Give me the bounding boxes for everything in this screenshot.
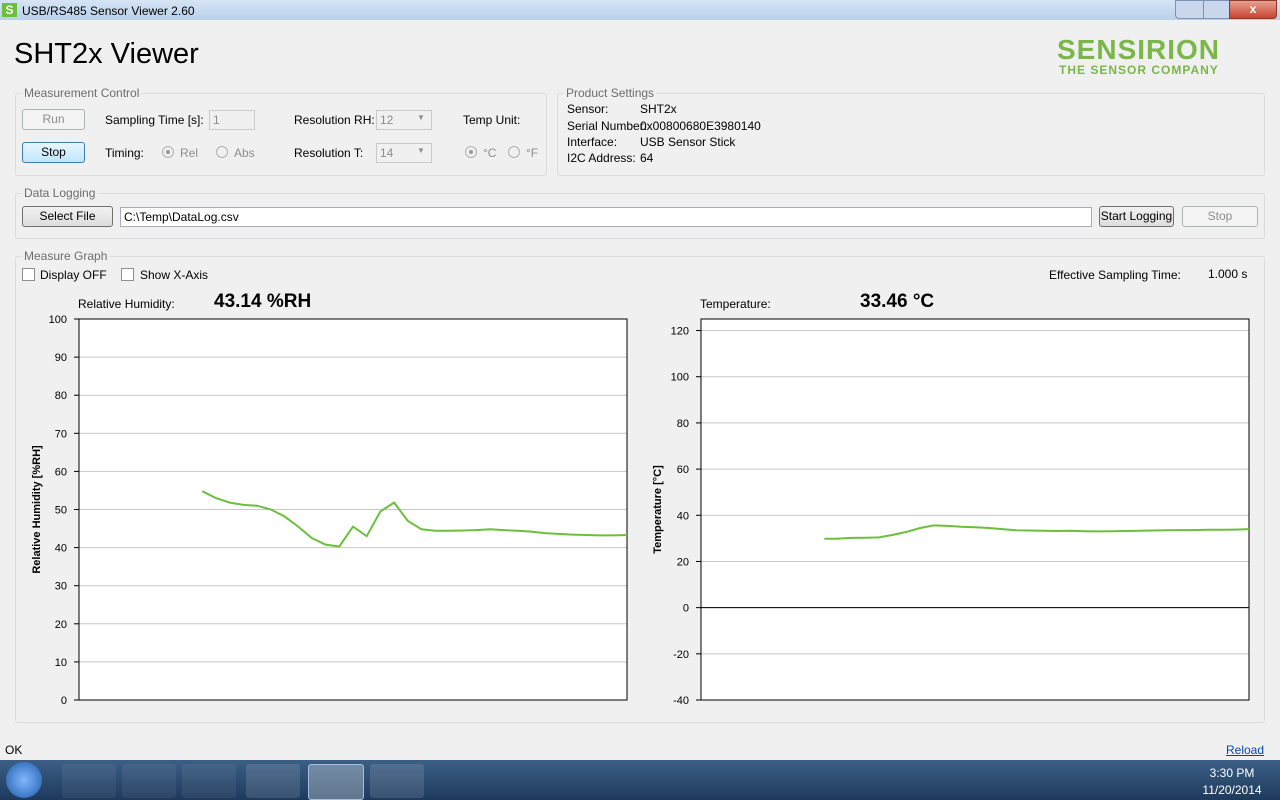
taskbar-app[interactable]: [122, 764, 176, 798]
y-tick-label: 40: [677, 510, 689, 522]
group-label: Product Settings: [564, 86, 657, 100]
y-tick-label: 20: [55, 619, 67, 631]
taskbar-app[interactable]: [182, 764, 236, 798]
taskbar-app[interactable]: [62, 764, 116, 798]
sampling-time-input[interactable]: 1: [209, 110, 255, 130]
resolution-t-label: Resolution T:: [294, 146, 364, 160]
radio-label: Abs: [234, 146, 255, 160]
radio-label: °F: [526, 146, 539, 160]
y-tick-label: 70: [55, 428, 67, 440]
app-heading: SHT2x Viewer: [14, 38, 199, 70]
readout-label: Temperature:: [700, 297, 771, 311]
plot-border: [700, 318, 1250, 701]
status-text: OK: [5, 743, 23, 757]
readout-value: 43.14 %RH: [214, 291, 312, 312]
y-tick-label: -20: [673, 649, 689, 661]
path-input[interactable]: C:\Temp\DataLog.csv: [120, 207, 1092, 227]
sampling-time-label: Sampling Time [s]:: [105, 113, 204, 127]
y-axis-label: Temperature [°C]: [652, 465, 664, 554]
product-group: [557, 93, 1265, 176]
resolution-rh-label: Resolution RH:: [294, 113, 375, 127]
title-bar: [0, 0, 1280, 20]
radio[interactable]: [508, 146, 520, 158]
setting-value: SHT2x: [640, 102, 677, 116]
combo-arrow: ▼: [417, 146, 425, 155]
taskbar: [0, 760, 1280, 800]
window-title: USB/RS485 Sensor Viewer 2.60: [22, 4, 195, 18]
radio-label: Rel: [180, 146, 199, 160]
y-tick-label: 80: [55, 390, 67, 402]
readout-value: 33.46 °C: [860, 291, 935, 312]
y-tick-label: 0: [61, 695, 67, 707]
sampling-label: Effective Sampling Time:: [1049, 268, 1181, 282]
charts: 0 10 20 30 40 50 60 70 80 90 100 Relative Humidity …: [31, 314, 1250, 707]
data-line: [201, 490, 628, 548]
stop-button[interactable]: Stop: [22, 142, 85, 163]
close-button[interactable]: x: [1229, 0, 1277, 19]
taskbar-app[interactable]: [308, 764, 364, 800]
y-tick-label: 90: [55, 352, 67, 364]
group-label: Measurement Control: [22, 86, 142, 100]
y-tick-label: 100: [671, 372, 689, 384]
y-tick-label: 80: [677, 418, 689, 430]
logo: SENSIRION: [1057, 34, 1221, 65]
run-button[interactable]: Run: [22, 109, 85, 130]
reload-link[interactable]: Reload: [1226, 743, 1265, 757]
y-tick-label: 60: [55, 466, 67, 478]
y-axis-label: Relative Humidity [%RH]: [31, 445, 43, 574]
select-file-button[interactable]: Select File: [22, 206, 113, 227]
taskbar-app[interactable]: [370, 764, 424, 798]
data-line: [824, 524, 1250, 540]
checkbox[interactable]: [22, 268, 35, 281]
group-label: Data Logging: [22, 186, 98, 200]
radio[interactable]: [465, 146, 477, 158]
readout-label: Relative Humidity:: [78, 297, 175, 311]
logo-tagline: THE SENSOR COMPANY: [1059, 63, 1219, 77]
setting-value: 64: [640, 151, 654, 165]
y-tick-label: 60: [677, 464, 689, 476]
clock-date: 11/20/2014: [1202, 783, 1262, 797]
stop-logging-button[interactable]: Stop: [1182, 206, 1258, 227]
start-logging-button[interactable]: Start Logging: [1099, 206, 1174, 227]
y-tick-label: -40: [673, 695, 689, 707]
radio[interactable]: [216, 146, 228, 158]
resolution-t-combo[interactable]: 14: [376, 143, 432, 163]
y-tick-label: 20: [677, 556, 689, 568]
setting-label: I2C Address:: [567, 151, 636, 165]
setting-label: Serial Number:: [567, 119, 648, 133]
y-tick-label: 50: [55, 505, 67, 517]
checkbox[interactable]: [121, 268, 134, 281]
app-icon: S: [2, 3, 17, 17]
sampling-value: 1.000 s: [1208, 267, 1248, 281]
logging-group: [15, 193, 1265, 239]
timing-label: Timing:: [105, 146, 144, 160]
y-tick-label: 30: [55, 581, 67, 593]
measurement-group: [15, 93, 547, 176]
y-tick-label: 100: [49, 314, 67, 326]
plot-area: [701, 319, 1249, 700]
y-tick-label: 0: [683, 603, 689, 615]
checkbox-label: Show X-Axis: [140, 268, 209, 282]
checkbox-label: Display OFF: [40, 268, 107, 282]
y-tick-label: 10: [55, 657, 67, 669]
resolution-rh-combo[interactable]: 12: [376, 110, 432, 130]
combo-arrow: ▼: [417, 113, 425, 122]
taskbar-app[interactable]: [246, 764, 300, 798]
y-tick-label: 40: [55, 543, 67, 555]
temp-unit-label: Temp Unit:: [463, 113, 521, 127]
setting-value: USB Sensor Stick: [640, 135, 736, 149]
setting-label: Interface:: [567, 135, 618, 149]
y-tick-label: 120: [671, 326, 689, 338]
radio-label: °C: [483, 146, 497, 160]
setting-label: Sensor:: [567, 102, 609, 116]
plot-border: [78, 318, 628, 701]
setting-value: 0x00800680E3980140: [640, 119, 761, 133]
group-label: Measure Graph: [22, 249, 110, 263]
clock-time: 3:30 PM: [1209, 766, 1255, 780]
radio[interactable]: [162, 146, 174, 158]
start-button[interactable]: [6, 762, 42, 798]
graph-group: [15, 256, 1265, 723]
